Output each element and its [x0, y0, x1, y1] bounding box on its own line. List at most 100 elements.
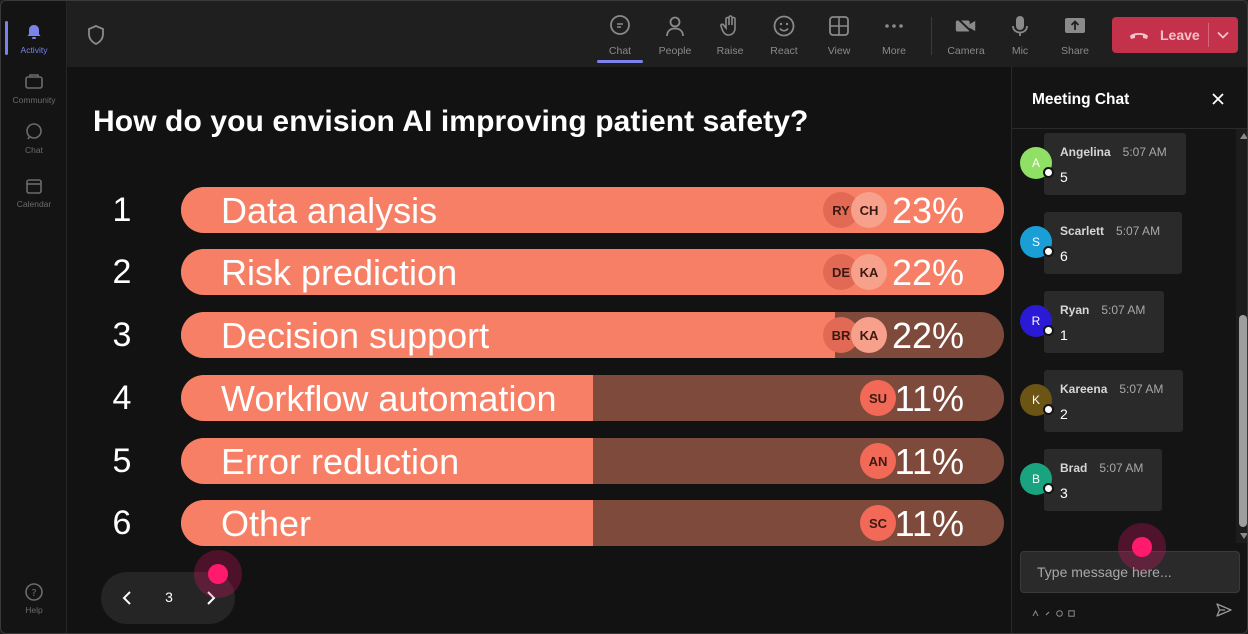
- send-icon[interactable]: [1216, 602, 1232, 618]
- toolbar-camera-button[interactable]: Camera: [941, 11, 991, 61]
- chat-message: Kareena 5:07 AM 2 K: [1020, 370, 1236, 434]
- poll-option-number: 6: [112, 504, 132, 542]
- message-sender: Scarlett: [1060, 224, 1105, 238]
- scroll-up-icon[interactable]: [1240, 133, 1247, 139]
- rail-item-activity[interactable]: Activity: [1, 13, 67, 63]
- toolbar-mic-label: Mic: [1011, 45, 1029, 57]
- toolbar-raise-button[interactable]: Raise: [705, 11, 755, 61]
- rail-item-calendar[interactable]: Calendar: [1, 167, 67, 217]
- chat-icon: [24, 122, 44, 142]
- voter-avatar: SC: [860, 505, 896, 541]
- voter-avatar: AN: [860, 443, 896, 479]
- message-time: 5:07 AM: [1119, 382, 1164, 396]
- rail-label-calendar: Calendar: [16, 198, 52, 209]
- poll-result-bar: Workflow automation SU 11%: [181, 375, 1004, 421]
- chat-message: Ryan 5:07 AM 1 R: [1020, 291, 1236, 355]
- message-text: 2: [1060, 406, 1068, 422]
- message-time: 5:07 AM: [1116, 224, 1161, 238]
- message-sender: Ryan: [1060, 303, 1090, 317]
- poll-stage: How do you envision AI improving patient…: [67, 67, 1011, 633]
- chevron-down-icon[interactable]: [1216, 28, 1230, 42]
- poll-result-bar: Error reduction AN 11%: [181, 438, 1004, 484]
- meeting-chat-panel: Meeting Chat Angelina 5:07 AM 5 A Scarlett 5:…: [1011, 67, 1247, 633]
- toolbar-raise-label: Raise: [716, 45, 744, 57]
- chevron-left-icon[interactable]: [117, 588, 137, 608]
- poll-option: 1 Data analysis RY CH 23%: [67, 187, 1011, 235]
- close-icon[interactable]: [1210, 91, 1226, 107]
- format-toolbar: [1032, 604, 1075, 617]
- poll-option-label: Data analysis: [221, 190, 438, 231]
- message-time: 5:07 AM: [1099, 461, 1144, 475]
- rail-label-help: Help: [25, 604, 43, 615]
- chat-message-list: Angelina 5:07 AM 5 A Scarlett 5:07 AM 6 S Ryan 5:…: [1012, 129, 1236, 543]
- scroll-down-icon[interactable]: [1240, 533, 1247, 539]
- message-bubble[interactable]: Kareena 5:07 AM 2: [1044, 370, 1183, 432]
- poll-option-percent: 23%: [891, 190, 964, 231]
- chat-icon: [608, 13, 632, 39]
- click-indicator: [194, 550, 242, 598]
- toolbar-more-button[interactable]: More: [869, 11, 919, 61]
- chat-header-divider: [1012, 128, 1247, 129]
- poll-result-fill: [181, 375, 593, 421]
- poll-option-number: 4: [112, 379, 132, 417]
- message-time: 5:07 AM: [1101, 303, 1146, 317]
- emoji-icon[interactable]: [1056, 604, 1063, 617]
- poll-option-number: 3: [112, 316, 132, 354]
- shield-icon[interactable]: [87, 25, 105, 46]
- rail-label-chat: Chat: [25, 144, 43, 155]
- rail-item-chat[interactable]: Chat: [1, 113, 67, 163]
- grid-icon: [827, 13, 851, 39]
- poll-option-percent: 11%: [894, 378, 964, 419]
- poll-option: 3 Decision support BR KA 22%: [67, 312, 1011, 360]
- poll-option: 5 Error reduction AN 11%: [67, 438, 1011, 486]
- poll-option: 6 Other SC 11%: [67, 500, 1011, 548]
- rail-label-community: Community: [12, 94, 56, 105]
- toolbar-react-button[interactable]: React: [759, 11, 809, 61]
- chat-message: Angelina 5:07 AM 5 A: [1020, 133, 1236, 197]
- leave-button[interactable]: Leave: [1112, 17, 1238, 53]
- message-bubble[interactable]: Scarlett 5:07 AM 6: [1044, 212, 1182, 274]
- attach-icon[interactable]: [1044, 604, 1051, 616]
- chat-message: Brad 5:07 AM 3 B: [1020, 449, 1236, 513]
- message-bubble[interactable]: Ryan 5:07 AM 1: [1044, 291, 1164, 353]
- toolbar-share-label: Share: [1060, 45, 1090, 57]
- format-icon[interactable]: [1032, 604, 1039, 617]
- message-bubble[interactable]: Brad 5:07 AM 3: [1044, 449, 1162, 511]
- bell-icon: [24, 22, 44, 42]
- toolbar-view-button[interactable]: View: [814, 11, 864, 61]
- presence-status-icon: [1043, 167, 1054, 178]
- mic-icon: [1008, 13, 1032, 39]
- more-icon: [882, 13, 906, 39]
- leave-divider: [1208, 23, 1209, 47]
- voter-avatar: KA: [851, 254, 887, 290]
- message-text: 5: [1060, 169, 1068, 185]
- chevron-right-icon[interactable]: [201, 588, 221, 608]
- toolbar-view-label: View: [827, 45, 851, 57]
- rail-item-help[interactable]: ? Help: [1, 573, 67, 623]
- poll-option-label: Decision support: [221, 315, 490, 356]
- voter-avatar: DE: [823, 254, 859, 290]
- message-sender: Brad: [1060, 461, 1088, 475]
- poll-option-label: Workflow automation: [221, 378, 557, 419]
- toolbar-people-label: People: [658, 45, 692, 57]
- poll-question: How do you envision AI improving patient…: [93, 105, 809, 138]
- rail-item-community[interactable]: Community: [1, 63, 67, 113]
- poll-result-bar: Data analysis RY CH 23%: [181, 187, 1004, 233]
- poll-option: 4 Workflow automation SU 11%: [67, 375, 1011, 423]
- message-sender: Kareena: [1060, 382, 1108, 396]
- chat-message-input[interactable]: [1020, 551, 1240, 593]
- toolbar-divider: [931, 17, 932, 55]
- toolbar-people-button[interactable]: People: [650, 11, 700, 61]
- toolbar-mic-button[interactable]: Mic: [995, 11, 1045, 61]
- chat-scrollbar[interactable]: [1236, 129, 1247, 543]
- gif-icon[interactable]: [1068, 604, 1075, 617]
- toolbar-react-label: React: [770, 45, 798, 57]
- message-time: 5:07 AM: [1122, 145, 1167, 159]
- toolbar-share-button[interactable]: Share: [1050, 11, 1100, 61]
- scroll-thumb[interactable]: [1239, 315, 1247, 527]
- poll-option-number: 2: [112, 253, 132, 291]
- calendar-icon: [24, 176, 44, 196]
- message-text: 3: [1060, 485, 1068, 501]
- message-bubble[interactable]: Angelina 5:07 AM 5: [1044, 133, 1186, 195]
- toolbar-chat-button[interactable]: Chat: [595, 11, 645, 63]
